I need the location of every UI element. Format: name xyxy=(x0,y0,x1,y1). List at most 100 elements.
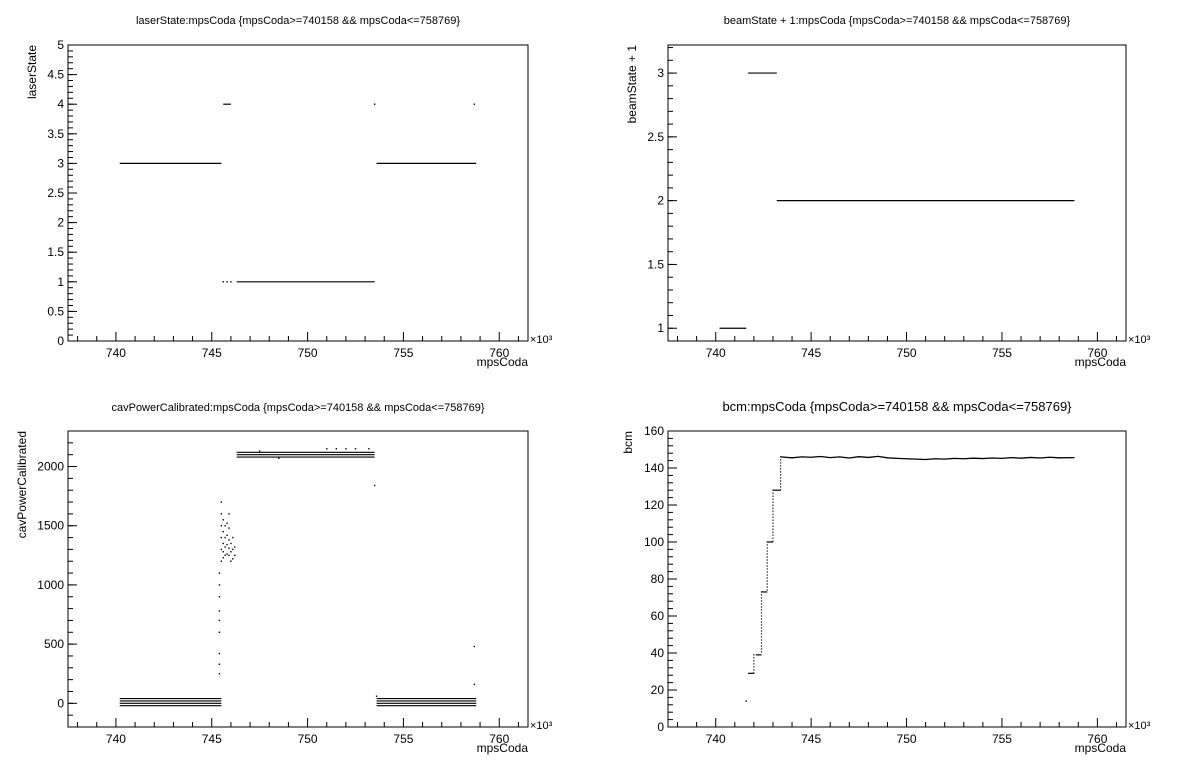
x-tick-label: 755 xyxy=(992,732,1012,746)
step-point xyxy=(772,516,774,518)
step-point xyxy=(766,556,768,558)
step-point xyxy=(766,565,768,567)
chart-panel-1: laserState:mpsCoda {mpsCoda>=740158 && m… xyxy=(25,15,553,369)
data-point xyxy=(278,457,280,459)
step-point xyxy=(772,510,774,512)
x-axis-title: mpsCoda xyxy=(477,741,529,755)
step-point xyxy=(772,537,774,539)
y-tick-label: 1 xyxy=(657,321,664,335)
data-point xyxy=(224,546,226,548)
step-point xyxy=(772,540,774,542)
y-tick-label: 5 xyxy=(57,38,64,52)
x-tick-label: 745 xyxy=(202,346,222,360)
data-point xyxy=(375,695,378,697)
data-point xyxy=(232,548,234,551)
y-tick-label: 1.5 xyxy=(647,257,664,271)
step-point xyxy=(760,636,763,638)
data-point xyxy=(220,536,223,539)
data-point xyxy=(220,501,223,503)
step-point xyxy=(760,639,763,641)
y-tick-label: 4 xyxy=(57,97,64,111)
data-point xyxy=(218,584,221,586)
data-point xyxy=(218,652,221,655)
x-axis-title: mpsCoda xyxy=(1075,355,1127,369)
data-point xyxy=(224,525,226,527)
x-tick-label: 760 xyxy=(1087,732,1107,746)
data-point xyxy=(234,546,236,548)
step-point xyxy=(779,471,782,473)
step-point xyxy=(779,489,782,491)
step-point xyxy=(760,603,763,605)
data-point xyxy=(228,513,230,515)
step-point xyxy=(760,642,763,644)
y-tick-label: 2 xyxy=(57,216,64,230)
step-point xyxy=(779,465,782,467)
x-axis-title: mpsCoda xyxy=(477,355,529,369)
step-point xyxy=(766,553,768,555)
data-point xyxy=(345,448,347,450)
step-point xyxy=(779,459,782,461)
data-point xyxy=(226,281,228,283)
step-point xyxy=(760,606,763,608)
x-tick-label: 740 xyxy=(106,732,126,746)
x-tick-label: 745 xyxy=(202,732,222,746)
step-point xyxy=(772,531,774,533)
data-point xyxy=(232,558,234,560)
step-point xyxy=(753,666,755,668)
step-point xyxy=(760,600,763,602)
x-tick-label: 750 xyxy=(897,732,917,746)
y-tick-label: 0 xyxy=(657,720,664,734)
data-point xyxy=(228,547,230,549)
x-tick-label: 740 xyxy=(706,346,726,360)
data-point xyxy=(354,448,357,450)
step-point xyxy=(760,597,763,599)
data-point xyxy=(226,534,228,536)
step-point xyxy=(766,550,768,552)
step-point xyxy=(753,672,755,674)
x-multiplier-label: ×10³ xyxy=(530,334,553,346)
y-axis-title: laserState xyxy=(25,45,39,99)
step-point xyxy=(753,663,755,665)
y-tick-label: 140 xyxy=(644,461,664,475)
data-point xyxy=(220,548,223,551)
data-point xyxy=(218,673,221,675)
data-series-line xyxy=(780,455,1075,461)
data-point xyxy=(226,522,228,525)
plot-frame xyxy=(67,430,529,728)
y-tick-label: 80 xyxy=(651,572,665,586)
data-point xyxy=(222,281,224,283)
step-point xyxy=(772,522,774,524)
step-point xyxy=(766,541,768,543)
step-point xyxy=(772,498,774,500)
y-axis-title: bcm xyxy=(621,431,635,454)
step-point xyxy=(779,468,782,470)
x-tick-label: 740 xyxy=(106,346,126,360)
step-point xyxy=(779,474,782,476)
chart-title: bcm:mpsCoda {mpsCoda>=740158 && mpsCoda<… xyxy=(722,399,1072,414)
step-point xyxy=(766,568,768,570)
y-tick-label: 120 xyxy=(644,498,664,512)
plot-frame xyxy=(67,44,529,342)
y-tick-label: 3 xyxy=(57,156,64,170)
step-point xyxy=(760,594,763,596)
step-point xyxy=(779,462,782,464)
data-point xyxy=(220,560,223,562)
step-point xyxy=(766,559,768,561)
data-point xyxy=(473,683,476,686)
x-tick-label: 755 xyxy=(992,346,1012,360)
x-tick-label: 755 xyxy=(393,346,413,360)
data-point xyxy=(222,519,224,521)
data-point xyxy=(230,560,232,562)
chart-panel-3: cavPowerCalibrated:mpsCoda {mpsCoda>=740… xyxy=(15,402,553,755)
y-tick-label: 1500 xyxy=(37,519,64,533)
data-point xyxy=(218,663,221,665)
data-point xyxy=(232,536,234,539)
y-tick-label: 2 xyxy=(657,194,664,208)
y-tick-label: 2000 xyxy=(37,460,64,474)
chart-panel-2: beamState + 1:mpsCoda {mpsCoda>=740158 &… xyxy=(625,15,1151,369)
y-tick-label: 0 xyxy=(57,696,64,710)
data-point xyxy=(228,539,230,541)
step-point xyxy=(772,501,774,503)
y-axis-title: beamState + 1 xyxy=(625,45,639,124)
step-point xyxy=(753,657,755,659)
